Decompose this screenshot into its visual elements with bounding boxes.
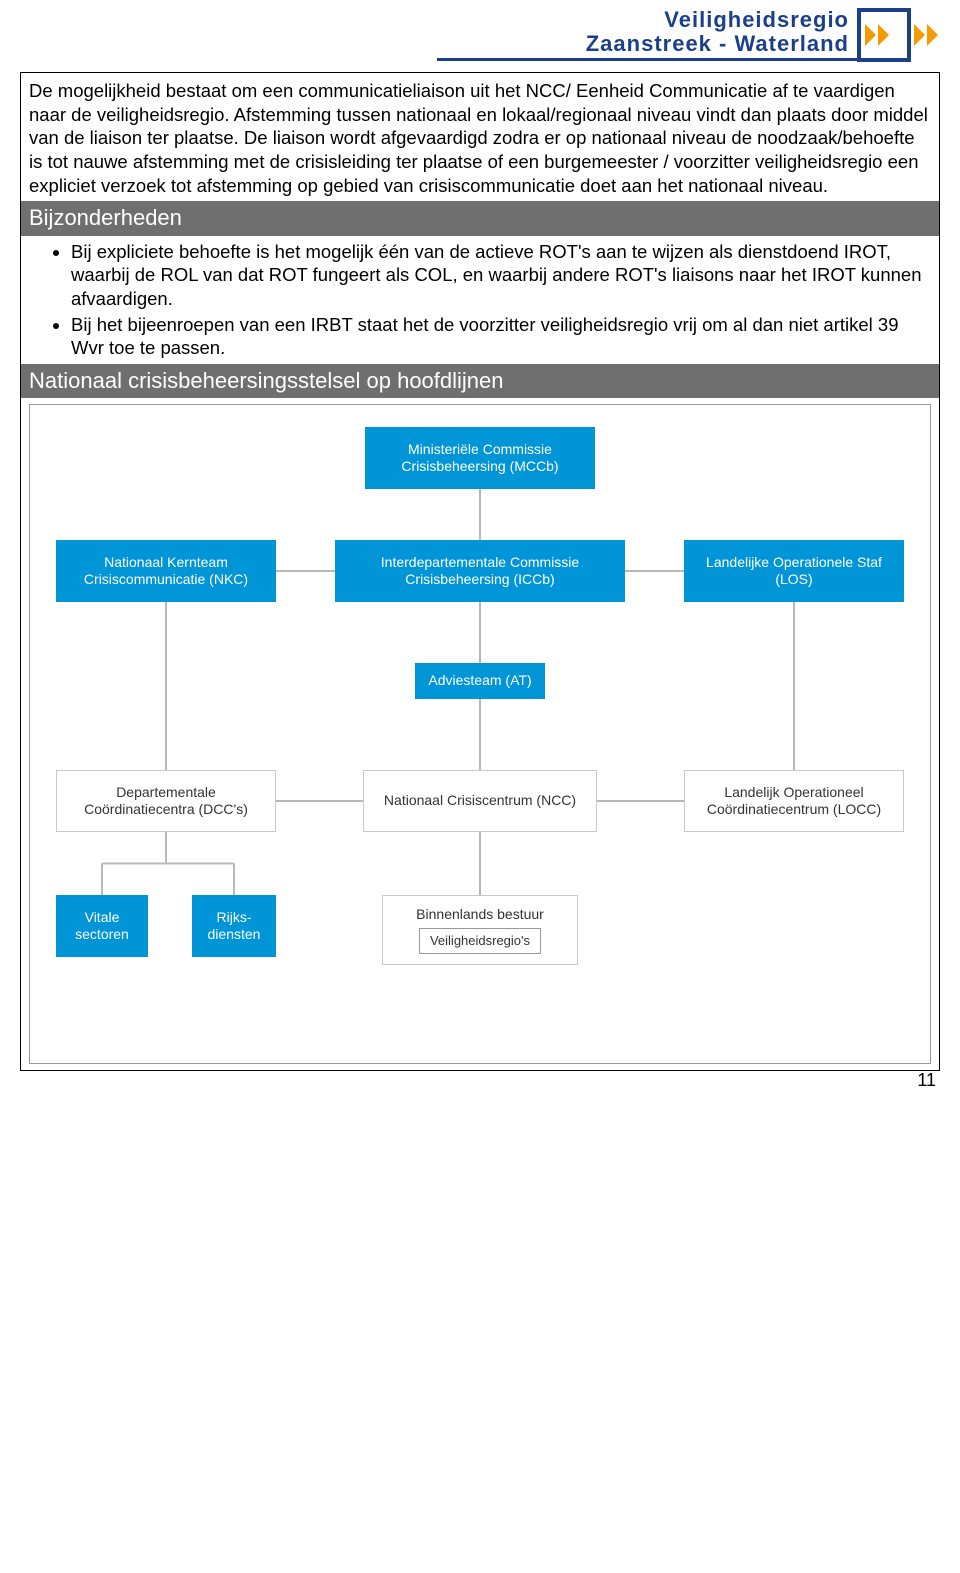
diagram-node-bb: Binnenlands bestuurVeiligheidsregio's <box>382 895 578 965</box>
diagram-node-locc: Landelijk Operationeel Coördinatiecentru… <box>684 770 904 832</box>
brand-mark <box>857 8 940 62</box>
chevron-icon <box>927 24 938 46</box>
brand-text-block: Veiligheidsregio Zaanstreek - Waterland <box>437 8 857 61</box>
diagram-node-at: Adviesteam (AT) <box>415 663 545 699</box>
brand-square-icon <box>857 8 911 62</box>
intro-paragraph: De mogelijkheid bestaat om een communica… <box>29 79 931 197</box>
list-item: Bij expliciete behoefte is het mogelijk … <box>71 240 931 311</box>
diagram-node-los: Landelijke Operationele Staf (LOS) <box>684 540 904 602</box>
diagram-node-rijk: Rijks- diensten <box>192 895 276 957</box>
brand-header: Veiligheidsregio Zaanstreek - Waterland <box>20 0 940 72</box>
org-diagram: Ministeriële Commissie Crisisbeheersing … <box>29 404 931 1064</box>
chevron-icon <box>865 24 876 46</box>
diagram-node-vit: Vitale sectoren <box>56 895 148 957</box>
chevron-icon <box>878 24 889 46</box>
diagram-node-ncc: Nationaal Crisiscentrum (NCC) <box>363 770 597 832</box>
diagram-node-nkc: Nationaal Kernteam Crisiscommunicatie (N… <box>56 540 276 602</box>
section-header-bijzonderheden: Bijzonderheden <box>21 201 939 235</box>
brand-line1: Veiligheidsregio <box>437 8 849 32</box>
diagram-node-iccb: Interdepartementale Commissie Crisisbehe… <box>335 540 625 602</box>
list-item: Bij het bijeenroepen van een IRBT staat … <box>71 313 931 360</box>
page-number: 11 <box>917 1070 936 1091</box>
diagram-node-mccb: Ministeriële Commissie Crisisbeheersing … <box>365 427 595 489</box>
brand-underline <box>437 58 857 61</box>
diagram-inner-box: Veiligheidsregio's <box>419 928 541 954</box>
brand-line2: Zaanstreek - Waterland <box>437 32 849 56</box>
bijzonderheden-list: Bij expliciete behoefte is het mogelijk … <box>29 240 931 360</box>
chevron-icon <box>914 24 925 46</box>
content-panel: De mogelijkheid bestaat om een communica… <box>20 72 940 1071</box>
section-header-nationaal: Nationaal crisisbeheersingsstelsel op ho… <box>21 364 939 398</box>
diagram-node-dcc: Departementale Coördinatiecentra (DCC's) <box>56 770 276 832</box>
